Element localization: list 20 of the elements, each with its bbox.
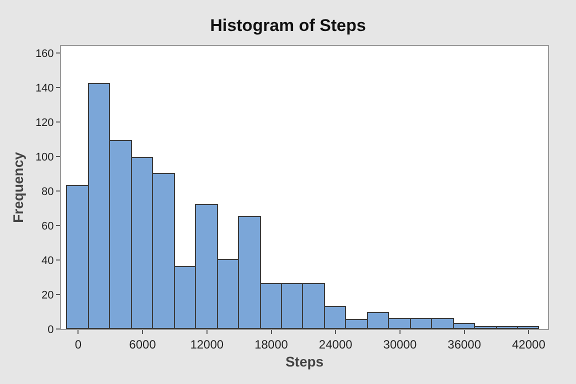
y-tick-label: 120: [35, 116, 54, 129]
y-tick-label: 160: [35, 48, 54, 60]
x-tick-label: 0: [74, 337, 82, 352]
y-tick-label: 20: [42, 289, 54, 302]
x-tick-label: 42000: [512, 337, 546, 352]
chart-title: Histogram of Steps: [210, 16, 366, 36]
y-axis-title: Frequency: [10, 152, 26, 223]
y-tick-label: 140: [35, 82, 54, 94]
x-tick-label: 24000: [318, 337, 353, 352]
y-tick-label: 80: [42, 186, 54, 198]
x-axis-title: Steps: [285, 354, 324, 370]
x-tick-label: 18000: [254, 337, 288, 352]
y-tick-label: 60: [42, 220, 54, 232]
x-tick-label: 12000: [190, 337, 224, 352]
y-tick-label: 40: [42, 254, 54, 267]
x-tick-label: 36000: [448, 337, 482, 352]
x-tick-label: 30000: [383, 337, 417, 352]
y-tick-label: 0: [48, 324, 54, 336]
x-tick-label: 6000: [129, 337, 156, 352]
y-tick-label: 100: [35, 151, 54, 164]
